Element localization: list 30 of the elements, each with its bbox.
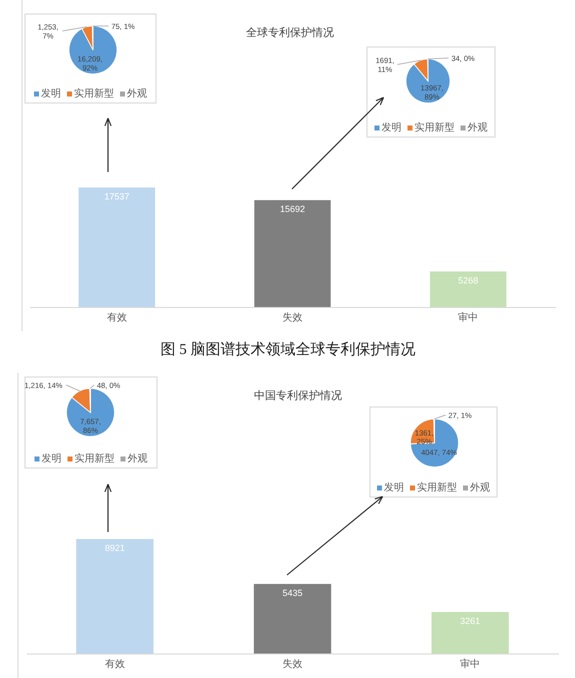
data-label: 5435 bbox=[282, 588, 303, 598]
legend-label: 发明 bbox=[42, 454, 62, 464]
legend-label: 外观 bbox=[468, 122, 488, 134]
legend-label: 发明 bbox=[382, 122, 402, 134]
data-label: 3261 bbox=[460, 616, 480, 626]
x-tick-label: 有效 bbox=[106, 312, 127, 324]
x-tick-label: 有效 bbox=[104, 658, 125, 670]
pie-slice bbox=[406, 58, 450, 104]
x-tick-label: 审中 bbox=[458, 312, 478, 324]
x-tick-label: 失效 bbox=[282, 312, 302, 324]
legend-label: 外观 bbox=[128, 454, 148, 464]
legend-label: 外观 bbox=[127, 88, 147, 100]
legend-label: 发明 bbox=[384, 482, 404, 494]
pie-slice bbox=[66, 388, 115, 437]
legend-label: 实用新型 bbox=[414, 122, 454, 134]
legend-label: 实用新型 bbox=[74, 88, 114, 100]
legend-label: 实用新型 bbox=[74, 452, 114, 464]
pie-slice bbox=[410, 418, 459, 468]
legend-label: 外观 bbox=[470, 482, 490, 494]
data-label: 5268 bbox=[458, 275, 478, 286]
data-label: 17537 bbox=[104, 192, 130, 202]
data-label: 8921 bbox=[104, 543, 125, 553]
x-tick-label: 审中 bbox=[460, 658, 480, 670]
legend-label: 实用新型 bbox=[417, 482, 457, 494]
legend-label: 发明 bbox=[41, 88, 61, 100]
chart-title: 中国专利保护情况 bbox=[254, 389, 342, 402]
caption: 图 5 脑图谱技术领域全球专利保护情况 bbox=[160, 341, 416, 358]
chart-title: 全球专利保护情况 bbox=[246, 26, 334, 39]
data-label: 15692 bbox=[280, 204, 306, 214]
x-tick-label: 失效 bbox=[282, 658, 302, 670]
